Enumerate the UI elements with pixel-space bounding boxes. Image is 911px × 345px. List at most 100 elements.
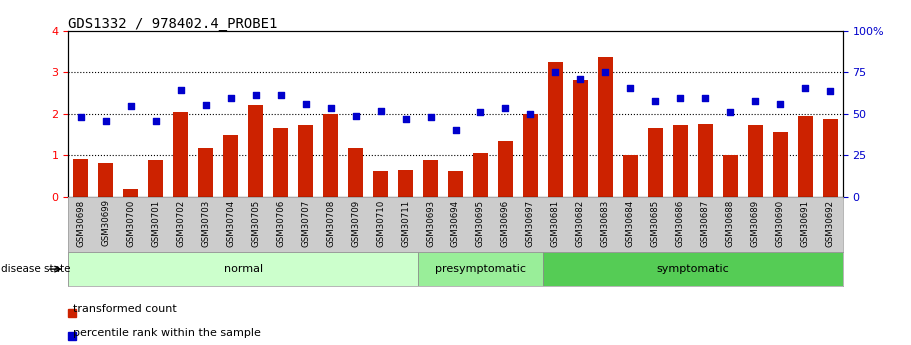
- Text: GSM30701: GSM30701: [151, 199, 160, 247]
- Point: [374, 108, 388, 113]
- Text: GSM30709: GSM30709: [351, 199, 360, 247]
- Text: presymptomatic: presymptomatic: [435, 264, 526, 274]
- Point: [523, 111, 537, 117]
- Text: GSM30699: GSM30699: [101, 199, 110, 246]
- Text: symptomatic: symptomatic: [657, 264, 729, 274]
- Bar: [423, 160, 438, 197]
- Text: GSM30703: GSM30703: [201, 199, 210, 247]
- Point: [148, 119, 163, 124]
- Text: GSM30686: GSM30686: [676, 199, 685, 247]
- Text: GSM30706: GSM30706: [276, 199, 285, 247]
- Text: GDS1332 / 978402.4_PROBE1: GDS1332 / 978402.4_PROBE1: [68, 17, 278, 31]
- Text: GSM30695: GSM30695: [476, 199, 485, 247]
- Text: GSM30690: GSM30690: [776, 199, 784, 247]
- Point: [823, 88, 837, 94]
- Point: [424, 115, 438, 120]
- Bar: [68, 252, 418, 286]
- Text: GSM30698: GSM30698: [77, 199, 86, 247]
- Point: [748, 98, 763, 104]
- Point: [473, 109, 487, 115]
- Text: GSM30688: GSM30688: [726, 199, 735, 247]
- Text: GSM30696: GSM30696: [501, 199, 510, 247]
- Bar: [673, 126, 688, 197]
- Text: GSM30684: GSM30684: [626, 199, 635, 247]
- Bar: [798, 116, 813, 197]
- Bar: [623, 155, 638, 197]
- Point: [448, 127, 463, 132]
- Point: [673, 95, 688, 101]
- Bar: [374, 171, 388, 197]
- Bar: [598, 57, 613, 197]
- Text: GSM30697: GSM30697: [526, 199, 535, 247]
- Bar: [398, 170, 413, 197]
- Point: [223, 95, 238, 101]
- Bar: [348, 148, 363, 197]
- Point: [798, 86, 813, 91]
- Point: [548, 69, 563, 75]
- Point: [298, 101, 312, 106]
- Text: GSM30708: GSM30708: [326, 199, 335, 247]
- Text: transformed count: transformed count: [73, 304, 177, 314]
- Point: [199, 102, 213, 108]
- Bar: [698, 124, 712, 197]
- Bar: [448, 171, 463, 197]
- Text: GSM30682: GSM30682: [576, 199, 585, 247]
- Point: [648, 98, 662, 104]
- Text: disease state: disease state: [1, 264, 70, 274]
- Bar: [418, 252, 543, 286]
- Text: GSM30685: GSM30685: [650, 199, 660, 247]
- Point: [573, 76, 588, 81]
- Point: [698, 95, 712, 101]
- Bar: [223, 135, 238, 197]
- Bar: [573, 80, 588, 197]
- Text: GSM30711: GSM30711: [401, 199, 410, 247]
- Point: [323, 105, 338, 110]
- Point: [498, 105, 513, 110]
- Point: [623, 86, 638, 91]
- Bar: [722, 155, 738, 197]
- Text: GSM30689: GSM30689: [751, 199, 760, 247]
- Text: GSM30687: GSM30687: [701, 199, 710, 247]
- Bar: [123, 189, 138, 197]
- Point: [98, 119, 113, 124]
- Text: GSM30707: GSM30707: [302, 199, 310, 247]
- Text: GSM30691: GSM30691: [801, 199, 810, 247]
- Text: normal: normal: [223, 264, 262, 274]
- Bar: [648, 128, 663, 197]
- Bar: [199, 148, 213, 197]
- Bar: [498, 141, 513, 197]
- Bar: [298, 126, 313, 197]
- Point: [398, 116, 413, 121]
- Text: GSM30705: GSM30705: [251, 199, 261, 247]
- Bar: [773, 132, 788, 197]
- Point: [273, 92, 288, 98]
- Bar: [323, 114, 338, 197]
- Text: GSM30704: GSM30704: [226, 199, 235, 247]
- Bar: [823, 119, 838, 197]
- Bar: [543, 252, 843, 286]
- Bar: [273, 128, 288, 197]
- Text: GSM30710: GSM30710: [376, 199, 385, 247]
- Bar: [248, 105, 263, 197]
- Point: [723, 109, 738, 115]
- Bar: [173, 112, 189, 197]
- Point: [173, 87, 188, 92]
- Text: GSM30692: GSM30692: [825, 199, 834, 247]
- Text: GSM30700: GSM30700: [127, 199, 135, 247]
- Point: [599, 69, 613, 75]
- Bar: [148, 160, 163, 197]
- Bar: [748, 126, 763, 197]
- Point: [249, 92, 263, 98]
- Text: GSM30681: GSM30681: [551, 199, 560, 247]
- Point: [348, 113, 363, 119]
- Point: [773, 101, 787, 106]
- Bar: [548, 62, 563, 197]
- Point: [74, 115, 88, 120]
- Point: [124, 104, 138, 109]
- Text: GSM30694: GSM30694: [451, 199, 460, 247]
- Text: GSM30702: GSM30702: [176, 199, 185, 247]
- Bar: [473, 153, 488, 197]
- Text: GSM30683: GSM30683: [601, 199, 609, 247]
- Bar: [523, 114, 537, 197]
- Bar: [73, 159, 88, 197]
